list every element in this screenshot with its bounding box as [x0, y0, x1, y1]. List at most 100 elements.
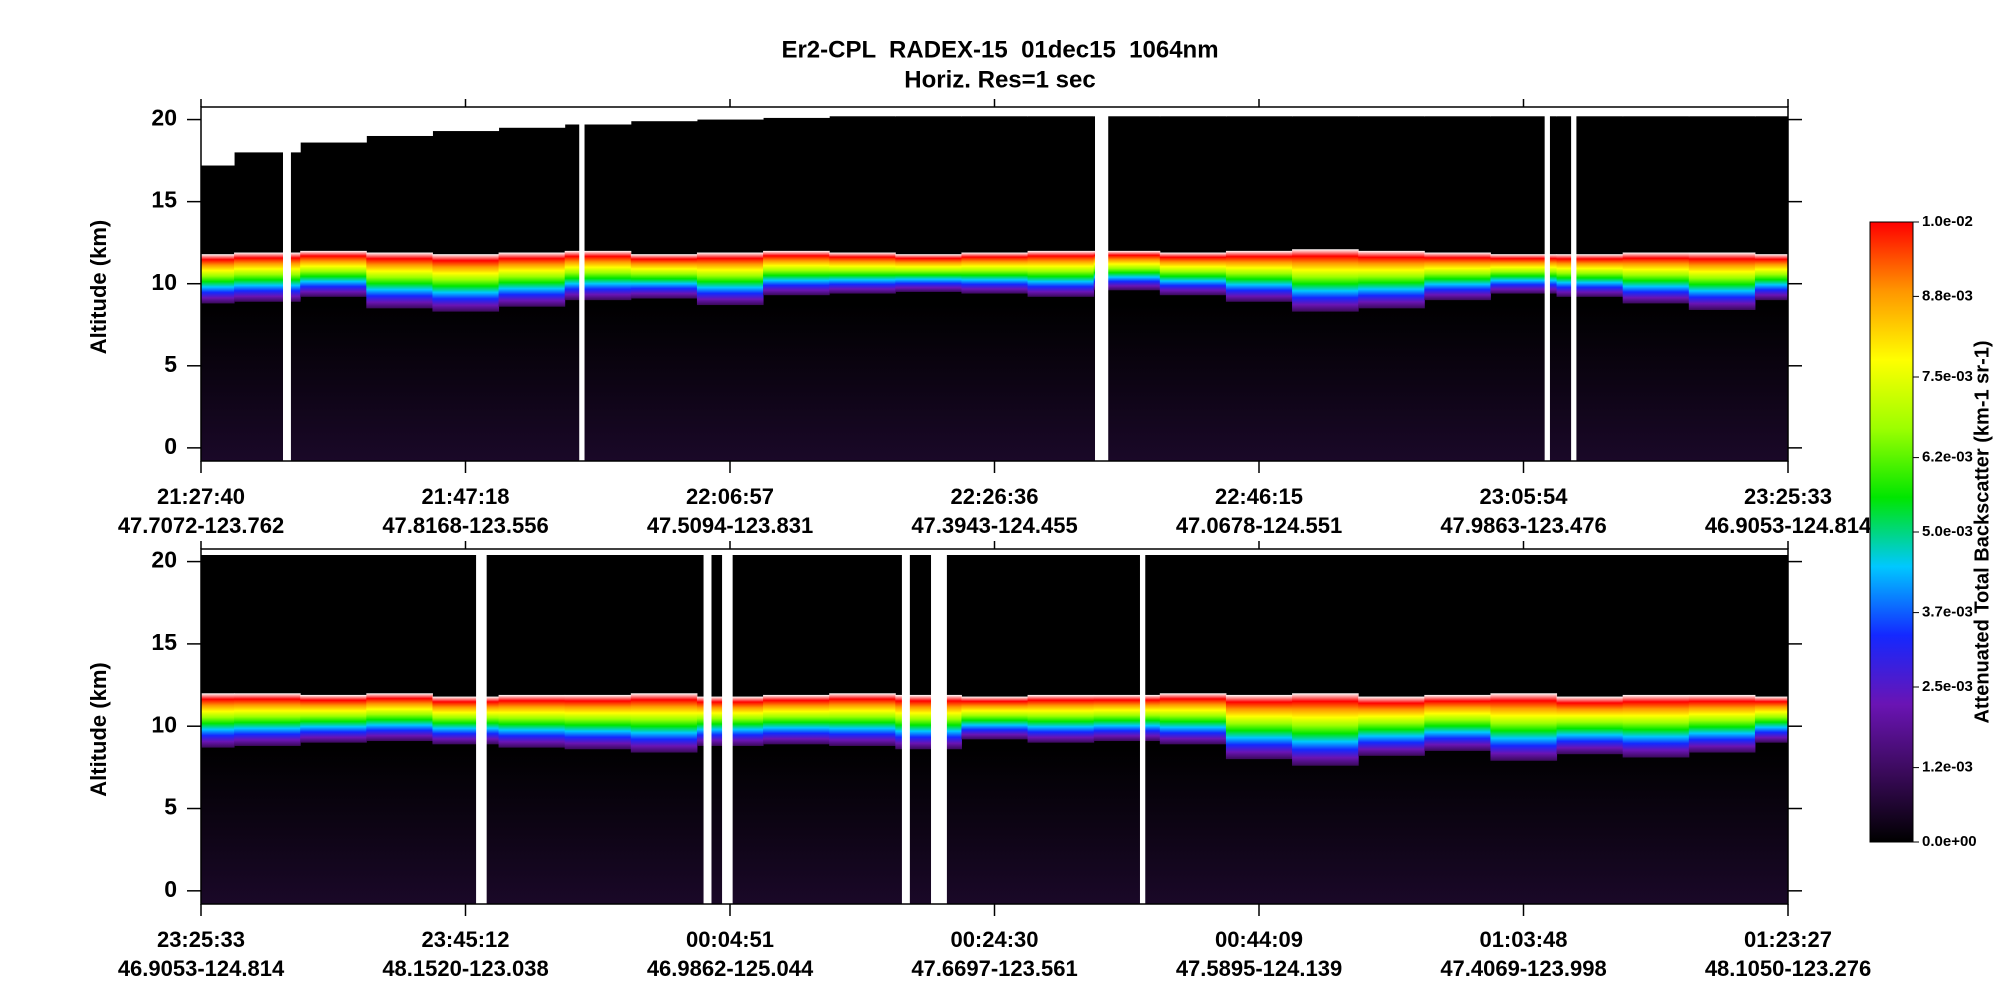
no-data-top	[1027, 113, 1095, 117]
no-data-top	[1424, 113, 1491, 117]
x-tick-label: 23:45:12	[421, 927, 509, 952]
x-tick-label: 23:05:54	[1479, 484, 1568, 509]
no-data-top	[961, 113, 1029, 117]
cloud-column	[1159, 693, 1227, 745]
cloud-column	[1093, 694, 1161, 742]
cloud-column	[1027, 250, 1095, 297]
x-tick-sublabel: 48.1520-123.038	[382, 956, 548, 981]
y-tick-label: 0	[164, 433, 177, 459]
colorbar-tick-label: 1.0e-02	[1922, 213, 1973, 230]
cloud-column	[1292, 693, 1359, 766]
x-tick-label: 21:47:18	[421, 484, 509, 509]
x-tick-label: 21:27:40	[157, 484, 245, 509]
no-data-top	[895, 113, 962, 117]
x-tick-label: 23:25:33	[1744, 484, 1832, 509]
colorbar-tick-label: 3.7e-03	[1922, 604, 1973, 621]
y-tick-label: 0	[164, 876, 177, 902]
data-gap	[703, 555, 712, 904]
y-tick-label: 5	[164, 351, 177, 377]
colorbar-label: Attenuated Total Backscatter (km-1 sr-1)	[1971, 340, 1993, 723]
cloud-column	[1622, 694, 1690, 758]
x-tick-sublabel: 47.4069-123.998	[1440, 956, 1606, 981]
y-tick-label: 15	[151, 187, 177, 213]
cloud-column	[829, 252, 896, 294]
colorbar-tick-label: 1.2e-03	[1922, 759, 1973, 776]
cloud-column	[895, 254, 962, 292]
no-data-top	[564, 113, 632, 125]
y-tick-label: 20	[151, 105, 177, 131]
no-data-top	[1093, 113, 1161, 117]
no-data-top	[1754, 113, 1789, 117]
colorbar-tick-label: 8.8e-03	[1922, 287, 1973, 304]
cloud-column	[1159, 252, 1227, 296]
no-data-top	[1358, 113, 1425, 117]
y-tick-label: 10	[151, 711, 177, 737]
cloud-column	[1225, 250, 1293, 302]
x-tick-label: 00:24:30	[950, 927, 1038, 952]
y-tick-label: 15	[151, 629, 177, 655]
cloud-column	[300, 694, 367, 743]
x-tick-label: 00:44:09	[1215, 927, 1303, 952]
cloud-column	[630, 693, 698, 753]
no-data-top	[498, 113, 566, 128]
cloud-column	[1622, 252, 1690, 304]
cloud-column	[961, 696, 1029, 740]
cloud-column	[366, 252, 433, 309]
cloud-column	[1556, 696, 1624, 755]
x-tick-sublabel: 47.5895-124.139	[1176, 956, 1342, 981]
no-data-top	[1556, 113, 1624, 117]
colorbar	[1869, 221, 1914, 843]
data-gap	[1544, 113, 1550, 461]
cloud-column	[1225, 694, 1293, 760]
y-tick-label: 20	[151, 547, 177, 573]
cloud-column	[564, 250, 632, 301]
cloud-column	[201, 693, 235, 748]
x-tick-sublabel: 46.9862-125.044	[647, 956, 814, 981]
no-data-top	[1622, 113, 1690, 117]
colorbar-tick-label: 0.0e+00	[1922, 833, 1977, 850]
cloud-column	[1424, 694, 1491, 751]
x-tick-label: 01:23:27	[1744, 927, 1832, 952]
cloud-column	[1688, 694, 1756, 753]
cloud-column	[201, 254, 235, 304]
no-data-top	[1159, 113, 1227, 117]
cloud-column	[1424, 252, 1491, 301]
data-gap	[1139, 555, 1146, 904]
no-data-top	[829, 113, 896, 117]
x-tick-label: 22:46:15	[1215, 484, 1303, 509]
colorbar-tick-label: 5.0e-03	[1922, 523, 1973, 540]
colorbar-tick-label: 7.5e-03	[1922, 368, 1973, 385]
y-axis-label: Altitude (km)	[86, 662, 111, 796]
cloud-column	[630, 254, 698, 299]
y-tick-label: 5	[164, 794, 177, 820]
cloud-column	[1754, 696, 1789, 743]
cloud-column	[763, 250, 830, 296]
no-data-top	[1688, 113, 1756, 117]
data-gap	[1571, 113, 1577, 461]
no-data-top	[696, 113, 764, 120]
x-tick-sublabel: 47.8168-123.556	[382, 513, 548, 538]
no-data-top	[1292, 113, 1359, 117]
no-data-top	[432, 113, 500, 132]
y-tick-label: 10	[151, 269, 177, 295]
cloud-column	[1688, 252, 1756, 310]
x-tick-label: 00:04:51	[686, 927, 774, 952]
no-data-top	[300, 113, 367, 143]
x-tick-label: 22:06:57	[686, 484, 774, 509]
x-tick-sublabel: 46.9053-124.814	[1705, 513, 1872, 538]
cloud-column	[300, 250, 367, 297]
no-data-top	[630, 113, 698, 122]
cloud-column	[763, 694, 830, 745]
cloud-column	[696, 252, 764, 306]
cloud-column	[829, 693, 896, 746]
data-gap	[1095, 113, 1109, 461]
x-tick-sublabel: 47.5094-123.831	[647, 513, 813, 538]
chart-title: Er2-CPL RADEX-15 01dec15 1064nm	[781, 36, 1218, 63]
data-gap	[931, 555, 947, 904]
x-tick-sublabel: 47.7072-123.762	[118, 513, 284, 538]
data-gap	[476, 555, 487, 904]
x-tick-sublabel: 46.9053-124.814	[118, 956, 285, 981]
x-tick-label: 23:25:33	[157, 927, 245, 952]
cloud-column	[1027, 694, 1095, 743]
cloud-column	[498, 252, 566, 307]
